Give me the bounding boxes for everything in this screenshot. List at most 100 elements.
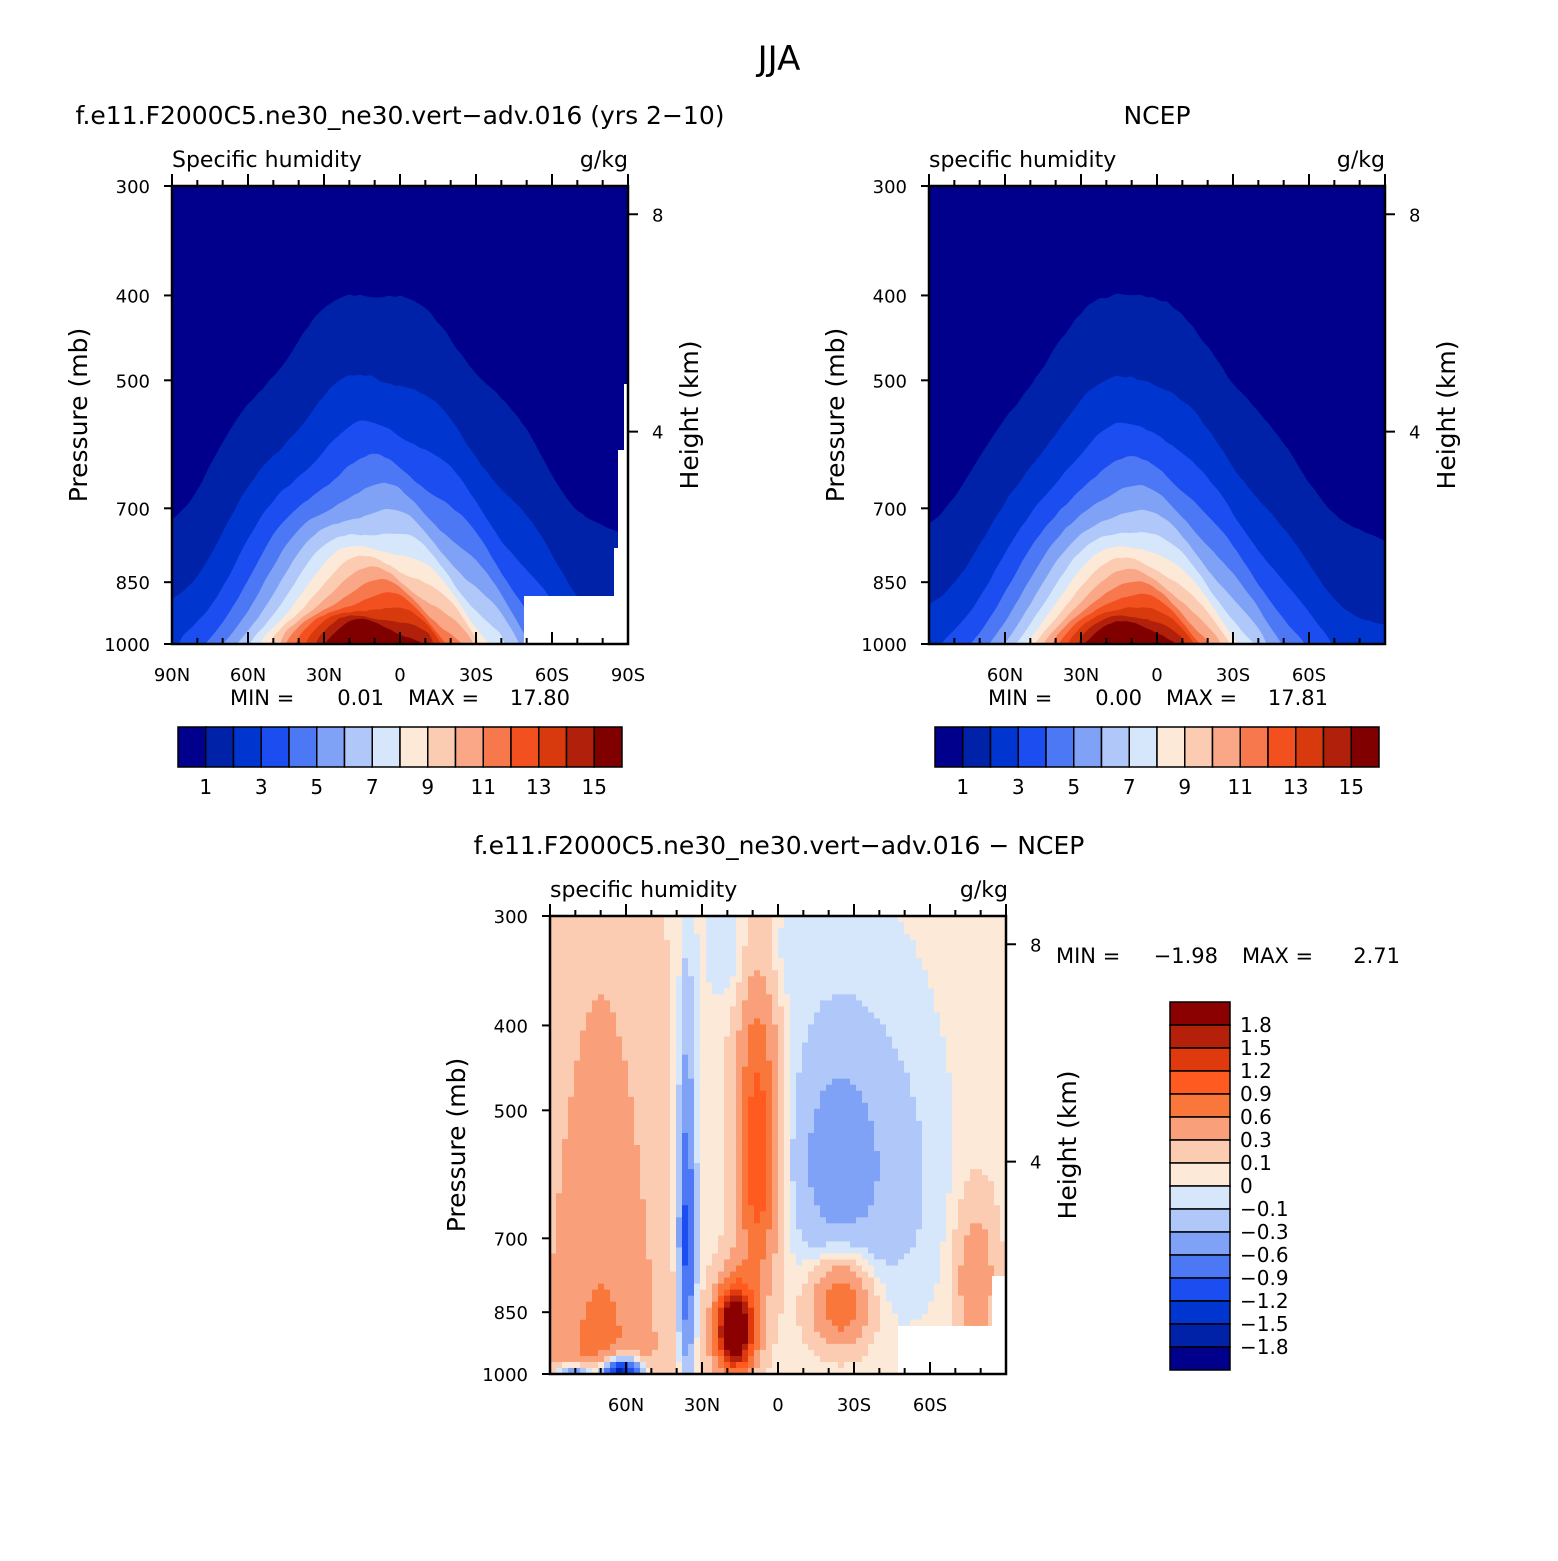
diff-cell	[616, 1151, 623, 1158]
diff-cell	[628, 1000, 635, 1007]
diff-cell	[814, 1066, 821, 1074]
diff-cell	[724, 1096, 731, 1104]
diff-cell	[784, 1054, 791, 1062]
diff-cell	[658, 1084, 665, 1092]
diff-cell	[574, 1024, 581, 1032]
diff-cell	[820, 1301, 827, 1309]
diff-cell	[658, 1235, 665, 1243]
diff-cell	[862, 1355, 869, 1363]
diff-cell	[670, 1211, 677, 1218]
diff-cell	[844, 1175, 851, 1182]
diff-cell	[616, 1193, 623, 1200]
diff-cell	[886, 934, 893, 941]
diff-cell	[760, 1319, 767, 1327]
diff-cell	[730, 1259, 737, 1267]
diff-cell	[652, 1253, 659, 1261]
diff-cell	[682, 1199, 689, 1206]
diff-cell	[844, 1163, 851, 1170]
diff-cell	[880, 1211, 887, 1218]
diff-cell	[622, 994, 629, 1001]
diff-cell	[874, 1289, 881, 1297]
panel-model-min-value: 0.01	[337, 686, 384, 710]
diff-cell	[820, 1090, 827, 1098]
diff-cell	[802, 1307, 809, 1315]
diff-cell	[604, 988, 611, 995]
diff-cell	[760, 934, 767, 941]
diff-cell	[838, 1343, 845, 1351]
diff-cell	[910, 1078, 917, 1086]
diff-cell	[580, 1060, 587, 1068]
diff-cell	[586, 1018, 593, 1026]
diff-cell	[700, 916, 707, 923]
diff-cell	[640, 1211, 647, 1218]
diff-cell	[868, 1229, 875, 1236]
diff-cell	[724, 1343, 731, 1351]
diff-cell	[700, 1114, 707, 1122]
diff-cell	[706, 934, 713, 941]
diff-cell	[832, 1060, 839, 1068]
diff-cell	[682, 1072, 689, 1080]
diff-cell	[676, 1271, 683, 1279]
diff-cell	[760, 1265, 767, 1273]
diff-cell	[868, 1343, 875, 1351]
diff-cell	[694, 976, 701, 983]
diff-cell	[568, 1132, 575, 1140]
diff-cell	[634, 1132, 641, 1140]
diff-cell	[586, 1199, 593, 1206]
diff-cell	[886, 946, 893, 953]
diff-cell	[676, 1265, 683, 1273]
diff-cell	[838, 1205, 845, 1212]
diff-cell	[904, 1096, 911, 1104]
diff-cell	[808, 1325, 815, 1333]
diff-cell	[592, 1319, 599, 1327]
diff-cell	[790, 1277, 797, 1285]
diff-cell	[640, 1138, 647, 1146]
diff-cell	[736, 970, 743, 977]
diff-cell	[568, 1000, 575, 1007]
diff-cell	[850, 1247, 857, 1255]
diff-cell	[706, 1181, 713, 1188]
diff-cell	[910, 1223, 917, 1230]
diff-cell	[784, 1193, 791, 1200]
diff-cell	[904, 1259, 911, 1267]
diff-cell	[694, 1313, 701, 1321]
diff-cell	[592, 994, 599, 1001]
diff-cell	[820, 970, 827, 977]
diff-cell	[670, 994, 677, 1001]
diff-cell	[796, 1199, 803, 1206]
diff-cell	[790, 928, 797, 935]
diff-cell	[568, 964, 575, 971]
diff-cell	[598, 1036, 605, 1044]
diff-cell	[718, 1018, 725, 1026]
y2-tick-label: 8	[652, 205, 663, 226]
diff-cell	[820, 1169, 827, 1176]
diff-cell	[688, 1217, 695, 1224]
diff-cell	[694, 1024, 701, 1032]
diff-cell	[790, 1114, 797, 1122]
diff-cell	[880, 1012, 887, 1020]
diff-cell	[592, 1145, 599, 1152]
diff-cell	[574, 1036, 581, 1044]
diff-cell	[604, 1132, 611, 1140]
diff-cell	[562, 994, 569, 1001]
diff-cell	[658, 952, 665, 959]
diff-cell	[742, 1253, 749, 1261]
diff-cell	[652, 1024, 659, 1032]
diff-cell	[682, 1163, 689, 1170]
diff-cell	[562, 1235, 569, 1243]
diff-cell	[778, 1060, 785, 1068]
diff-cell	[604, 1325, 611, 1333]
diff-cell	[814, 1235, 821, 1243]
diff-cell	[676, 1355, 683, 1363]
diff-cell	[712, 1024, 719, 1032]
diff-cell	[652, 1235, 659, 1243]
diff-cell	[838, 1307, 845, 1315]
diff-cell	[574, 964, 581, 971]
diff-cell	[784, 1072, 791, 1080]
diff-cell	[742, 1036, 749, 1044]
diff-cell	[874, 988, 881, 995]
diff-cell	[856, 1096, 863, 1104]
diff-cell	[844, 1072, 851, 1080]
diff-cell	[748, 1072, 755, 1080]
diff-cell	[634, 1102, 641, 1110]
